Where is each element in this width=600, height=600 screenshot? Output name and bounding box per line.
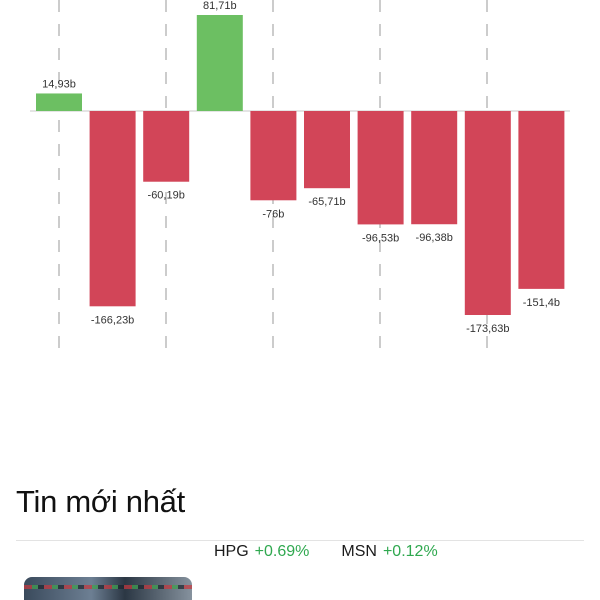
negative-bar bbox=[518, 111, 565, 289]
bar-value-label: -96,53b bbox=[362, 232, 399, 244]
negative-bar bbox=[357, 111, 404, 225]
negative-bar bbox=[464, 111, 511, 315]
ticker-change: +0.69% bbox=[254, 543, 310, 560]
news-thumbnail[interactable] bbox=[24, 577, 192, 600]
bar-value-label: -65,71b bbox=[308, 196, 345, 208]
bar-value-label: 14,93b bbox=[42, 78, 76, 90]
bar-value-label: -151,4b bbox=[523, 297, 560, 309]
section-title: Tin mới nhất bbox=[16, 484, 185, 519]
bar-value-label: -166,23b bbox=[91, 314, 134, 326]
negative-bar bbox=[411, 111, 458, 225]
bar-value-label: 81,71b bbox=[203, 0, 237, 12]
bar-value-label: -76b bbox=[262, 208, 284, 220]
ticker-msn[interactable]: MSN +0.12% bbox=[341, 543, 437, 561]
ticker-list: HPG +0.69% MSN +0.12% bbox=[214, 543, 438, 561]
negative-bar bbox=[89, 111, 136, 307]
ticker-hpg[interactable]: HPG +0.69% bbox=[214, 543, 309, 561]
ticker-change: +0.12% bbox=[382, 543, 438, 560]
negative-bar bbox=[143, 111, 190, 182]
thumbnail-image-detail bbox=[24, 585, 192, 589]
news-item[interactable]: HPG +0.69% MSN +0.12% bbox=[0, 541, 600, 600]
bar-value-label: -173,63b bbox=[466, 323, 509, 335]
negative-bar bbox=[304, 111, 350, 189]
positive-bar bbox=[196, 14, 243, 112]
positive-bar bbox=[36, 93, 82, 111]
negative-bar bbox=[250, 111, 297, 201]
net-flow-bar-chart: 14,93b -166,23b -60,19b 81,71b -76b -65,71b -9… bbox=[30, 0, 570, 350]
section-divider bbox=[16, 540, 584, 541]
ticker-symbol: MSN bbox=[341, 543, 377, 560]
latest-news-section: Tin mới nhất HPG +0.69% MSN +0.12% bbox=[0, 470, 600, 600]
bar-value-label: -96,38b bbox=[416, 232, 453, 244]
ticker-symbol: HPG bbox=[214, 543, 249, 560]
bar-value-label: -60,19b bbox=[148, 190, 185, 202]
